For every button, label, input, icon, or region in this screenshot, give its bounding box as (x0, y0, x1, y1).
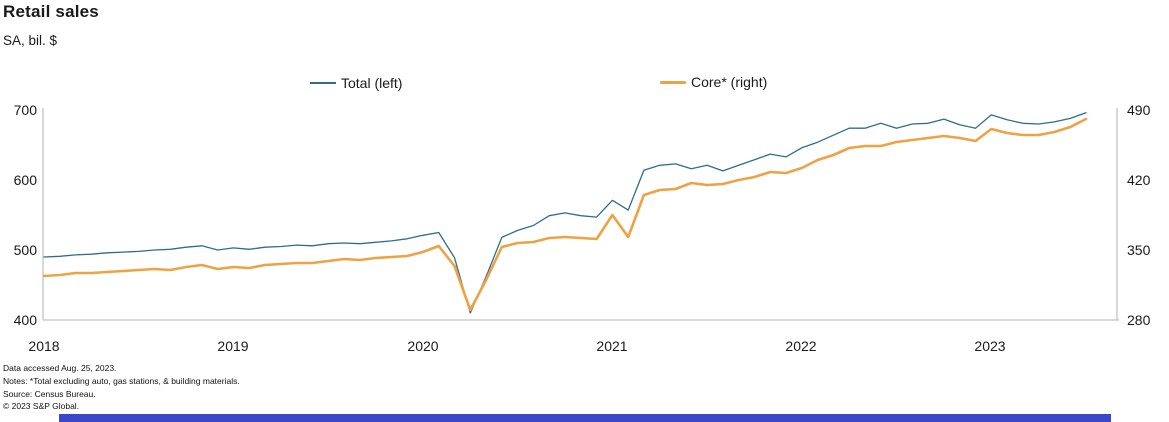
footnote-data-accessed: Data accessed Aug. 25, 2023. (3, 363, 117, 373)
x-tick-2023: 2023 (974, 338, 1005, 354)
x-tick-2019: 2019 (217, 338, 248, 354)
left-tick-500: 500 (14, 242, 38, 258)
legend-item-core: Core* (right) (660, 74, 767, 90)
left-tick-700: 700 (14, 102, 38, 118)
core-line (42, 117, 1088, 312)
right-tick-490: 490 (1127, 102, 1151, 118)
legend-label-total: Total (left) (341, 75, 403, 91)
right-tick-420: 420 (1127, 172, 1151, 188)
brand-bar (59, 414, 1111, 422)
x-tick-2018: 2018 (28, 338, 59, 354)
left-tick-400: 400 (14, 312, 38, 328)
chart-subtitle: SA, bil. $ (3, 33, 58, 48)
right-tick-280: 280 (1127, 312, 1151, 328)
legend-label-core: Core* (right) (691, 74, 768, 90)
total-line-swatch (310, 82, 336, 84)
x-tick-2022: 2022 (785, 338, 816, 354)
right-tick-350: 350 (1127, 242, 1151, 258)
left-tick-600: 600 (14, 172, 38, 188)
core-line-swatch (660, 80, 686, 84)
x-tick-2021: 2021 (596, 338, 627, 354)
legend-item-total: Total (left) (310, 75, 402, 91)
chart-title: Retail sales (3, 2, 99, 21)
total-line (43, 112, 1087, 314)
footnote-notes: Notes: *Total excluding auto, gas statio… (3, 376, 240, 386)
footnote-source: Source: Census Bureau. (3, 389, 96, 399)
x-tick-2020: 2020 (407, 338, 438, 354)
footnote-copyright: © 2023 S&P Global. (3, 401, 80, 411)
